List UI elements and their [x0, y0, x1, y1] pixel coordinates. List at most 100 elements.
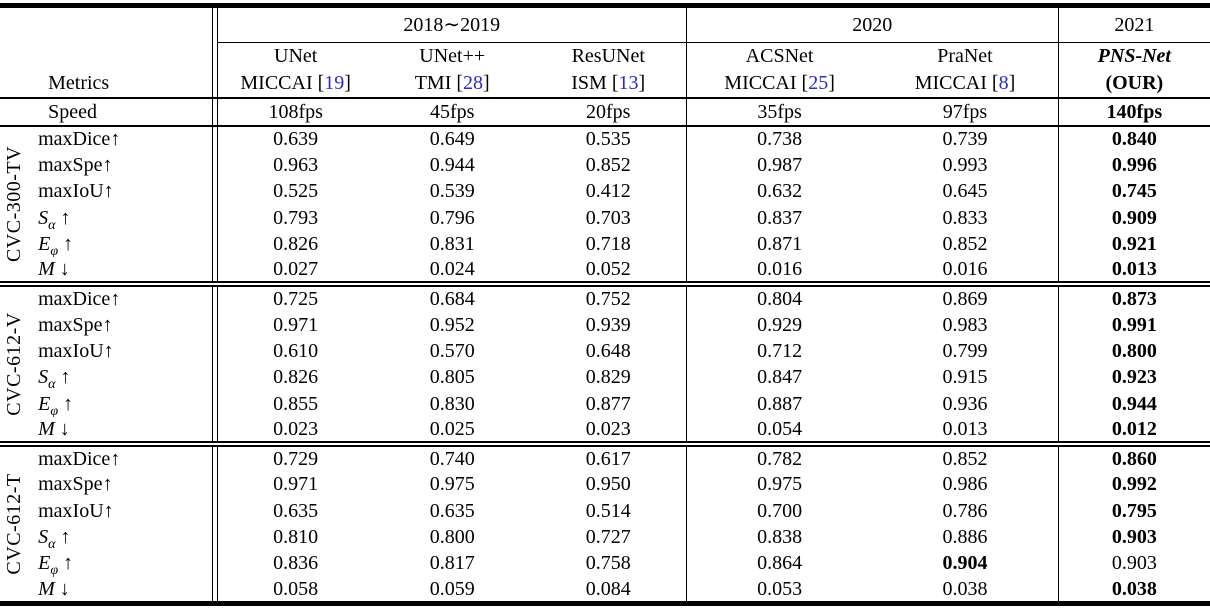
metric-name: maxDice [38, 128, 111, 151]
column-divider [211, 204, 218, 232]
metric-value: 0.795 [1057, 497, 1210, 524]
metric-subscript: φ [50, 403, 59, 418]
bracket-close: ] [1008, 72, 1016, 94]
metric-value: 0.514 [585, 499, 631, 522]
citation-link[interactable]: 19 [324, 72, 345, 94]
metric-value: 0.877 [585, 392, 631, 415]
metric-direction-arrow-icon: ↑ [110, 128, 121, 151]
metric-value: 0.852 [942, 233, 988, 256]
results-table: 2018∼2019 2020 2021 UNet UNet++ ResUNet … [0, 3, 1210, 606]
venue-text: TMI [414, 72, 452, 94]
metric-subscript: α [48, 536, 56, 551]
metric-label: maxSpe↑ [28, 311, 212, 337]
metric-value: 0.936 [942, 392, 988, 415]
metric-value: 0.796 [429, 206, 475, 229]
dataset-label-cell: CVC-612-V [0, 281, 29, 445]
metric-value: 0.739 [942, 128, 988, 151]
bracket-close: ] [483, 72, 490, 94]
metric-value: 0.023 [585, 418, 631, 441]
metric-value: 0.684 [373, 281, 531, 312]
dataset-label: CVC-612-V [3, 312, 26, 416]
metrics-label: Metrics [28, 69, 213, 99]
table-row: Eφ ↑ 0.836 0.817 0.758 0.864 0.904 0.903 [0, 550, 1210, 577]
metric-label: Eφ ↑ [28, 550, 212, 576]
venue-resunet: ISM [13] [530, 69, 687, 99]
bracket-close: ] [828, 72, 835, 94]
metric-value: 0.525 [273, 180, 319, 203]
metric-value: 0.745 [1057, 178, 1210, 205]
metric-direction-arrow-icon: ↓ [54, 258, 70, 281]
metric-value: 0.923 [1057, 364, 1210, 391]
metric-value: 0.986 [942, 473, 988, 496]
metric-name: maxDice [38, 448, 111, 471]
metric-direction-arrow-icon: ↑ [110, 448, 121, 471]
metric-value: 0.829 [585, 366, 631, 389]
metric-direction-arrow-icon: ↑ [103, 340, 114, 363]
metric-value: 0.016 [685, 257, 873, 285]
metric-value: 0.054 [685, 417, 873, 445]
citation-link[interactable]: 25 [808, 72, 829, 94]
method-name-row: UNet UNet++ ResUNet ACSNet PraNet PNS-Ne… [0, 42, 1210, 70]
citation-link[interactable]: 13 [618, 72, 639, 94]
metric-value: 0.805 [429, 366, 475, 389]
corner-cell [0, 97, 29, 127]
metric-label: M ↓ [28, 577, 212, 604]
column-divider [211, 178, 218, 205]
column-divider [211, 441, 218, 472]
metric-value: 0.993 [942, 154, 988, 177]
metric-value: 0.903 [1057, 523, 1210, 551]
speed-resunet: 20fps [530, 97, 687, 127]
table-row: M ↓ 0.023 0.025 0.023 0.054 0.013 0.012 [0, 417, 1210, 445]
metric-value: 0.826 [273, 233, 319, 256]
year-group-2018-2019: 2018∼2019 [217, 5, 687, 43]
citation-link[interactable]: 8 [998, 72, 1009, 94]
column-divider [211, 497, 218, 524]
metric-name: S [38, 366, 49, 389]
metric-value: 0.740 [373, 441, 531, 472]
metric-value: 0.718 [585, 233, 631, 256]
metric-value: 0.915 [942, 366, 988, 389]
metric-value: 0.909 [1057, 204, 1210, 232]
column-divider [211, 337, 218, 365]
metric-value: 0.059 [429, 577, 475, 600]
metric-value: 0.058 [273, 577, 319, 600]
metric-direction-arrow-icon: ↓ [54, 577, 70, 600]
bracket-close: ] [344, 72, 351, 94]
metric-label: M ↓ [28, 417, 212, 444]
metric-subscript: φ [50, 563, 59, 577]
metric-label: maxSpe↑ [28, 471, 212, 497]
metric-value: 0.975 [429, 473, 475, 496]
table-row: Sα ↑ 0.810 0.800 0.727 0.838 0.886 0.903 [0, 523, 1210, 551]
metric-subscript: α [48, 377, 56, 391]
citation-link[interactable]: 28 [463, 72, 484, 94]
column-divider [211, 523, 218, 551]
column-divider [211, 231, 218, 258]
table-row: maxIoU↑ 0.610 0.570 0.648 0.712 0.799 0.800 [0, 337, 1210, 365]
metric-value: 0.025 [429, 418, 475, 441]
column-divider [211, 42, 218, 70]
metric-value: 0.830 [429, 392, 475, 415]
metric-value: 0.904 [942, 552, 988, 575]
metric-label: maxSpe↑ [28, 152, 212, 178]
metric-value: 0.804 [685, 281, 873, 312]
column-divider [211, 311, 218, 338]
metric-value: 0.836 [273, 552, 319, 575]
metric-value: 0.939 [585, 313, 631, 336]
metric-subscript: φ [50, 244, 59, 258]
column-divider [211, 364, 218, 391]
method-name-unet: UNet [274, 45, 318, 68]
metric-value: 0.929 [685, 311, 873, 338]
metric-value: 0.800 [1057, 337, 1210, 365]
metric-name: E [38, 233, 51, 256]
metric-name: maxSpe [38, 313, 103, 336]
column-divider [211, 5, 218, 43]
column-divider [211, 576, 218, 604]
table-row: Eφ ↑ 0.826 0.831 0.718 0.871 0.852 0.921 [0, 231, 1210, 258]
metric-direction-arrow-icon: ↑ [103, 180, 114, 203]
dataset-label: CVC-612-T [3, 473, 26, 575]
venue-row: Metrics MICCAI [19] TMI [28] ISM [13] MI… [0, 69, 1210, 99]
metric-value: 0.975 [685, 471, 873, 498]
table-row: maxIoU↑ 0.525 0.539 0.412 0.632 0.645 0.745 [0, 178, 1210, 205]
metric-direction-arrow-icon: ↑ [55, 366, 71, 389]
table-row: maxIoU↑ 0.635 0.635 0.514 0.700 0.786 0.795 [0, 497, 1210, 524]
